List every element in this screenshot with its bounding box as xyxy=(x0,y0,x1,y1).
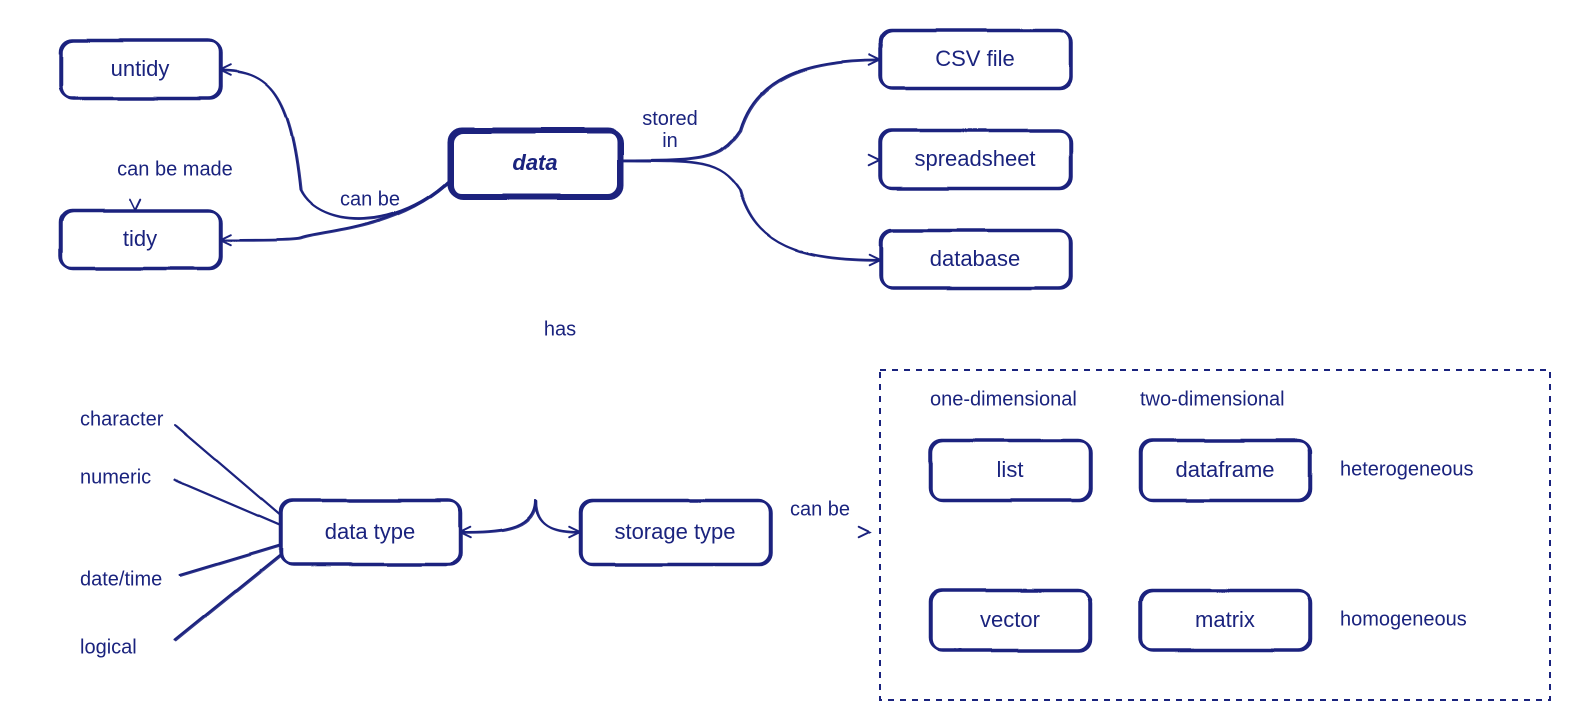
label-hetero: heterogeneous xyxy=(1340,458,1473,480)
edge-dt-logical xyxy=(176,556,281,641)
edge-data-untidy xyxy=(220,70,452,219)
edge-dt-logical xyxy=(175,555,280,640)
label-numeric: numeric xyxy=(80,466,151,488)
node-label-vector: vector xyxy=(980,607,1040,632)
node-label-tidy: tidy xyxy=(123,226,157,251)
label-character: character xyxy=(80,408,164,430)
edge-data-untidy xyxy=(221,71,453,220)
edge-label-data-has: has xyxy=(544,318,576,340)
edge-label-untidy-tidy: can be made xyxy=(117,158,233,180)
concept-map: can be can be made storedin has can be data un… xyxy=(0,0,1572,712)
edge-dt-datetime xyxy=(181,546,281,576)
edge-data-database xyxy=(620,160,880,260)
node-label-datatype: data type xyxy=(325,519,416,544)
edge-has-datatype xyxy=(461,501,536,533)
edge-data-tidy xyxy=(221,179,453,241)
label-datetime: date/time xyxy=(80,568,162,590)
label-homo: homogeneous xyxy=(1340,608,1467,630)
node-label-dataframe: dataframe xyxy=(1175,457,1274,482)
label-logical: logical xyxy=(80,636,137,658)
edge-label-data-untidy: can be xyxy=(340,188,400,210)
node-label-spreadsheet: spreadsheet xyxy=(914,146,1035,171)
edge-data-database xyxy=(621,161,881,261)
node-label-untidy: untidy xyxy=(111,56,170,81)
node-label-list: list xyxy=(997,457,1024,482)
edge-label-storage-canbe: can be xyxy=(790,498,850,520)
node-label-matrix: matrix xyxy=(1195,607,1255,632)
edge-dt-datetime xyxy=(180,545,280,575)
label-one-dim: one-dimensional xyxy=(930,388,1077,410)
node-label-csv: CSV file xyxy=(935,46,1014,71)
node-label-storagetype: storage type xyxy=(614,519,735,544)
node-label-data: data xyxy=(512,150,557,175)
edge-has-storagetype xyxy=(536,501,581,533)
node-label-database: database xyxy=(930,246,1021,271)
edge-has-storagetype xyxy=(535,500,580,532)
label-two-dim: two-dimensional xyxy=(1140,388,1285,410)
edge-label-data-csv: storedin xyxy=(642,108,698,152)
